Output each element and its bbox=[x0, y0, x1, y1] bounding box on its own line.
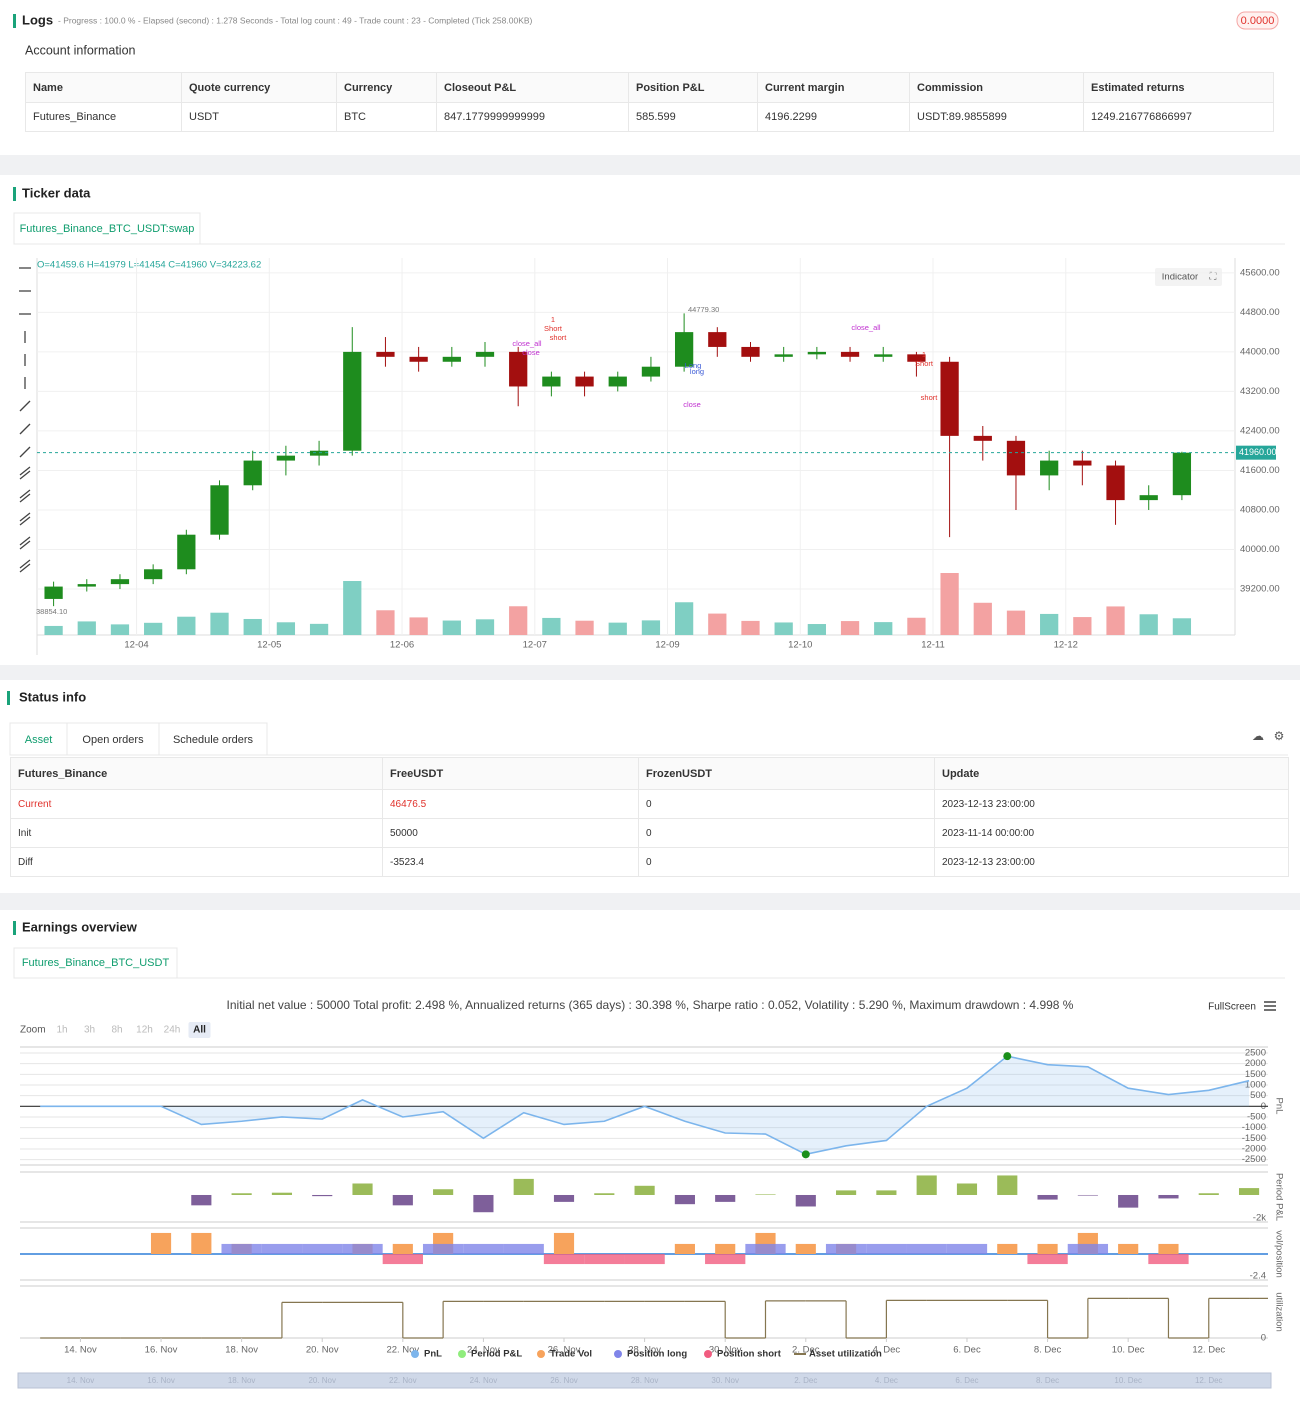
cell: 847.1779999999999 bbox=[436, 102, 629, 132]
cell: 46476.5 bbox=[382, 789, 639, 819]
header-cell: FrozenUSDT bbox=[638, 757, 935, 790]
row: Current 46476.5 0 2023-12-13 23:00:00 bbox=[10, 789, 1289, 819]
cell: 585.599 bbox=[628, 102, 758, 132]
header-row: Futures_Binance FreeUSDT FrozenUSDT Update bbox=[10, 757, 1289, 790]
cell: Current bbox=[10, 789, 383, 819]
cell: 0 bbox=[638, 847, 935, 877]
cell: 4196.2299 bbox=[757, 102, 910, 132]
header-cell: Estimated returns bbox=[1083, 72, 1274, 103]
header-cell: Position P&L bbox=[628, 72, 758, 103]
cell: 0 bbox=[638, 818, 935, 848]
header-cell: Currency bbox=[336, 72, 437, 103]
header-row: Name Quote currency Currency Closeout P&L Po… bbox=[25, 72, 1274, 103]
cell: -3523.4 bbox=[382, 847, 639, 877]
cell: 2023-11-14 00:00:00 bbox=[934, 818, 1289, 848]
cell: USDT bbox=[181, 102, 337, 132]
header-cell: Name bbox=[25, 72, 182, 103]
cell: 0 bbox=[638, 789, 935, 819]
row: Init 50000 0 2023-11-14 00:00:00 bbox=[10, 818, 1289, 848]
cell: 50000 bbox=[382, 818, 639, 848]
header-cell: FreeUSDT bbox=[382, 757, 639, 790]
cell: USDT:89.9855899 bbox=[909, 102, 1084, 132]
cell: BTC bbox=[336, 102, 437, 132]
header-cell: Futures_Binance bbox=[10, 757, 383, 790]
cell: Diff bbox=[10, 847, 383, 877]
account-table: Name Quote currency Currency Closeout P&L Po… bbox=[25, 72, 1274, 132]
header-cell: Closeout P&L bbox=[436, 72, 629, 103]
status-table: Futures_Binance FreeUSDT FrozenUSDT Update C… bbox=[10, 757, 1289, 877]
header-cell: Commission bbox=[909, 72, 1084, 103]
cell: Init bbox=[10, 818, 383, 848]
header-cell: Update bbox=[934, 757, 1289, 790]
earnings-section bbox=[0, 910, 1300, 1410]
header-cell: Quote currency bbox=[181, 72, 337, 103]
cell: Futures_Binance bbox=[25, 102, 182, 132]
header-cell: Current margin bbox=[757, 72, 910, 103]
row: Diff -3523.4 0 2023-12-13 23:00:00 bbox=[10, 847, 1289, 877]
cell: 2023-12-13 23:00:00 bbox=[934, 847, 1289, 877]
cell: 1249.216776866997 bbox=[1083, 102, 1274, 132]
cell: 2023-12-13 23:00:00 bbox=[934, 789, 1289, 819]
row: Futures_Binance USDT BTC 847.1779999999999 5… bbox=[25, 102, 1274, 132]
ticker-section bbox=[0, 175, 1300, 665]
